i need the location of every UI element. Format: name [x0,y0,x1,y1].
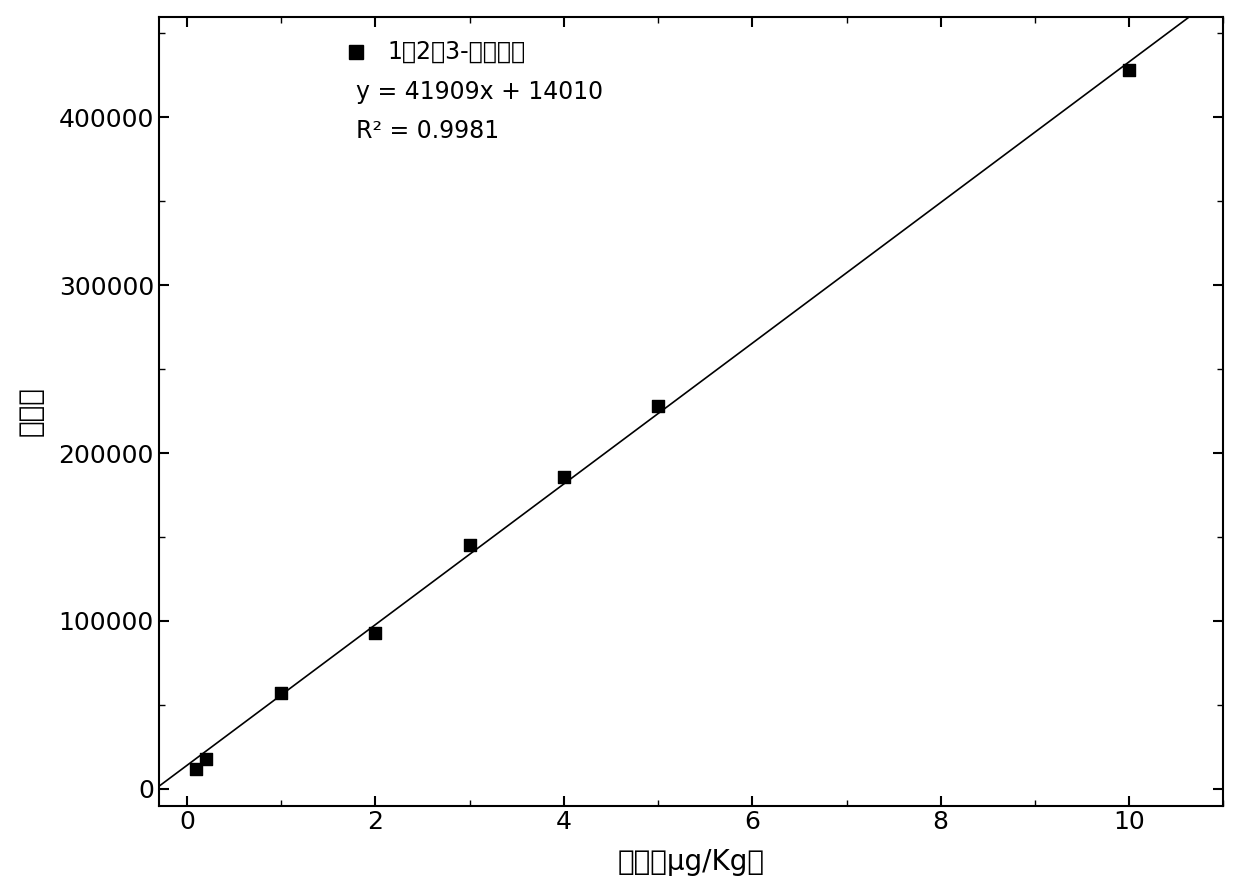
Point [460,538,480,553]
X-axis label: 浓度（μg/Kg）: 浓度（μg/Kg） [618,848,765,876]
Text: 1，2，3-三氯丙烷: 1，2，3-三氯丙烷 [388,40,526,64]
Point [649,399,668,413]
Point [196,751,216,765]
Point [272,686,291,700]
Text: y = 41909x + 14010: y = 41909x + 14010 [356,79,603,104]
Point [1120,63,1140,78]
Point [186,762,206,776]
Point [554,470,574,484]
Text: R² = 0.9981: R² = 0.9981 [356,119,498,143]
Point [366,626,386,640]
Y-axis label: 峰面积: 峰面积 [16,386,45,436]
